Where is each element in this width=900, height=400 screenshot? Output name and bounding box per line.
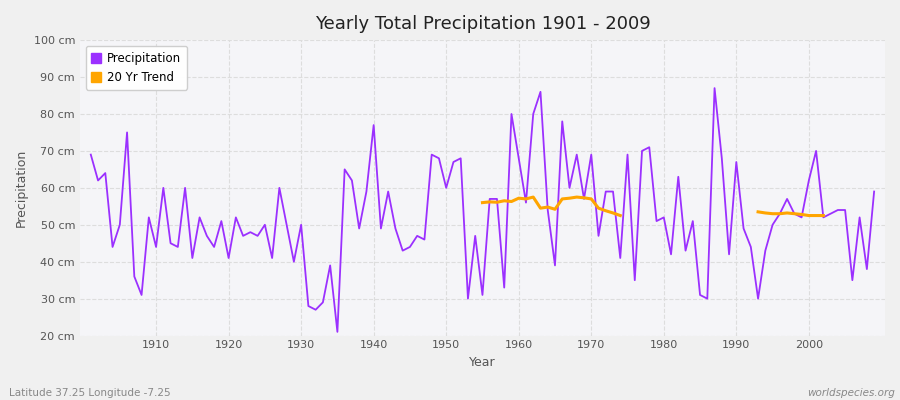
Legend: Precipitation, 20 Yr Trend: Precipitation, 20 Yr Trend [86,46,187,90]
Text: worldspecies.org: worldspecies.org [807,388,896,398]
Text: Latitude 37.25 Longitude -7.25: Latitude 37.25 Longitude -7.25 [9,388,171,398]
X-axis label: Year: Year [469,356,496,369]
Y-axis label: Precipitation: Precipitation [15,149,28,227]
Title: Yearly Total Precipitation 1901 - 2009: Yearly Total Precipitation 1901 - 2009 [315,15,651,33]
